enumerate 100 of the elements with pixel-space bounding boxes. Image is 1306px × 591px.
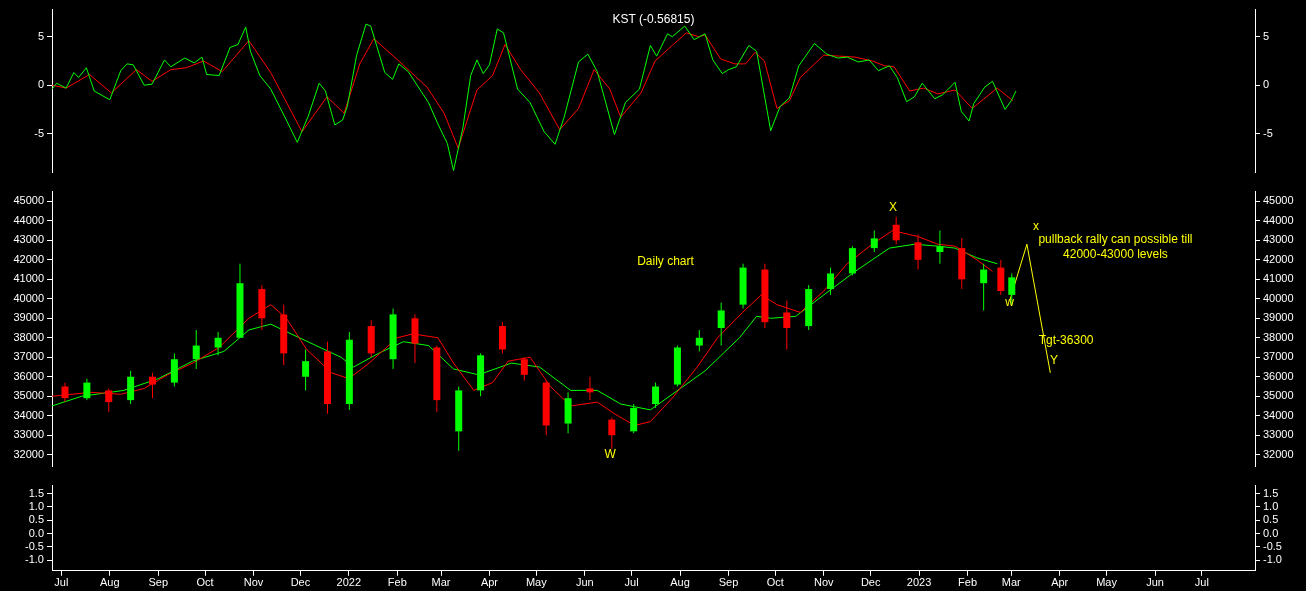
x-tick-label: Sep	[148, 576, 169, 589]
chart-title: KST (-0.56815)	[612, 11, 695, 26]
y2-tick-label: 1.0	[1263, 499, 1279, 512]
x-tick-label: Feb	[387, 576, 407, 589]
x-tick-label: Jul	[54, 576, 69, 589]
candlestick	[520, 356, 528, 382]
x-tick-label: Apr	[1051, 576, 1069, 589]
candlestick	[608, 417, 616, 450]
y-tick-label: 45000	[13, 194, 44, 207]
y2-tick-label: 45000	[1263, 194, 1294, 207]
x-tick-label: May	[525, 576, 548, 589]
x-tick-label: 2023	[906, 576, 932, 589]
y2-tick-label: 33000	[1263, 428, 1294, 441]
annotation: pullback rally can possible till 42000-43000 levels	[1038, 231, 1193, 261]
x-tick-label: Jul	[624, 576, 639, 589]
y-tick-label: 38000	[13, 330, 44, 343]
y-tick-label: 0	[37, 78, 44, 91]
y-tick-label: 40000	[13, 291, 44, 304]
x-tick-label: 2022	[336, 576, 362, 589]
candlestick	[783, 300, 791, 350]
y2-tick-label: 44000	[1263, 213, 1294, 226]
y-tick-label: -1.0	[25, 553, 44, 566]
candlestick	[498, 321, 506, 354]
candlestick	[717, 302, 725, 347]
y2-tick-label: 37000	[1263, 350, 1294, 363]
y-tick-label: 42000	[13, 252, 44, 265]
y2-tick-label: 36000	[1263, 369, 1294, 382]
y-tick-label: 37000	[13, 350, 44, 363]
annotation: X	[888, 200, 897, 215]
y-tick-label: 41000	[13, 272, 44, 285]
candlestick	[83, 378, 91, 401]
y2-tick-label: -1.0	[1263, 553, 1282, 566]
y2-tick-label: -5	[1263, 126, 1273, 139]
x-tick-label: Dec	[290, 576, 311, 589]
y2-tick-label: 35000	[1263, 389, 1294, 402]
candlestick	[870, 230, 878, 253]
y-tick-label: 33000	[13, 428, 44, 441]
y-tick-label: 44000	[13, 213, 44, 226]
y2-tick-label: 1.5	[1263, 486, 1279, 499]
candlestick	[586, 376, 594, 401]
candlestick	[827, 267, 835, 296]
x-tick-label: Mar	[1001, 576, 1022, 589]
y2-tick-label: 39000	[1263, 311, 1294, 324]
x-tick-label: Feb	[958, 576, 978, 589]
annotation: Tgt-36300	[1038, 333, 1094, 348]
y2-tick-label: 5	[1263, 29, 1270, 42]
candlestick	[170, 352, 178, 387]
y2-tick-label: 41000	[1263, 272, 1294, 285]
x-tick-label: Aug	[670, 576, 690, 589]
y-tick-label: 0.0	[28, 526, 44, 539]
x-tick-label: Nov	[814, 576, 835, 589]
candlestick	[980, 263, 988, 311]
x-tick-label: Jun	[575, 576, 594, 589]
x-tick-label: Sep	[718, 576, 739, 589]
annotation: w	[1004, 294, 1015, 309]
y-tick-label: 0.5	[28, 513, 44, 526]
candlestick	[61, 382, 69, 403]
y-tick-label: -0.5	[25, 539, 44, 552]
y2-tick-label: 32000	[1263, 447, 1294, 460]
y-tick-label: 32000	[13, 447, 44, 460]
candlestick	[997, 259, 1005, 296]
candlestick	[192, 329, 200, 370]
x-tick-label: May	[1096, 576, 1118, 589]
x-tick-label: Oct	[196, 576, 214, 589]
candlestick	[695, 329, 703, 352]
y-tick-label: 39000	[13, 311, 44, 324]
y2-tick-label: 0.0	[1263, 526, 1279, 539]
annotation: W	[604, 446, 617, 461]
x-tick-label: Dec	[860, 576, 881, 589]
y-tick-label: 1.0	[28, 499, 44, 512]
y-tick-label: 5	[37, 29, 44, 42]
y2-tick-label: 0.5	[1263, 513, 1279, 526]
y2-tick-label: 0	[1263, 78, 1270, 91]
candlestick	[127, 370, 135, 405]
x-tick-label: Oct	[766, 576, 784, 589]
annotation: Y	[1050, 353, 1059, 368]
y2-tick-label: 42000	[1263, 252, 1294, 265]
y2-tick-label: 43000	[1263, 233, 1294, 246]
y2-tick-label: 34000	[1263, 408, 1294, 421]
y-tick-label: 1.5	[28, 486, 44, 499]
y-tick-label: -5	[34, 126, 44, 139]
y-tick-label: 34000	[13, 408, 44, 421]
annotation: Daily chart	[637, 253, 695, 268]
y2-tick-label: 40000	[1263, 291, 1294, 304]
x-tick-label: Mar	[431, 576, 451, 589]
candlestick	[214, 331, 222, 356]
x-tick-label: Aug	[100, 576, 120, 589]
candlestick	[105, 387, 113, 413]
y-tick-label: 35000	[13, 389, 44, 402]
x-tick-label: Jun	[1146, 576, 1164, 589]
annotation: x	[1033, 219, 1040, 234]
candlestick	[302, 348, 310, 391]
y2-tick-label: 38000	[1263, 330, 1294, 343]
candlestick	[148, 372, 156, 399]
y-tick-label: 43000	[13, 233, 44, 246]
x-tick-label: Apr	[480, 576, 499, 589]
candlestick	[914, 233, 922, 271]
y2-tick-label: -0.5	[1263, 539, 1282, 552]
y-tick-label: 36000	[13, 369, 44, 382]
x-tick-label: Nov	[243, 576, 264, 589]
